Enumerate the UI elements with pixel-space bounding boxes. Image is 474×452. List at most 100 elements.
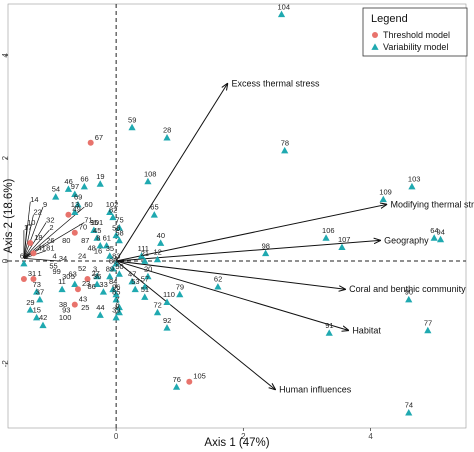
point-label: 78 — [281, 138, 289, 147]
point-label: 58 — [115, 228, 123, 237]
threshold-point — [27, 239, 34, 246]
point-label: 109 — [379, 187, 392, 196]
point-label: 66 — [80, 174, 88, 183]
point-label: 64 — [430, 226, 438, 235]
point-label: 80 — [62, 236, 70, 245]
variability-point — [144, 272, 152, 280]
point-label: 28 — [163, 126, 171, 135]
point-label: 108 — [144, 169, 157, 178]
point-label: 91 — [325, 321, 333, 330]
point-label: 27 — [92, 269, 100, 278]
variability-point — [99, 288, 108, 295]
point-label: 63 — [68, 269, 76, 278]
cluster-spoke — [23, 206, 44, 259]
variability-point — [36, 295, 44, 303]
variability-point — [71, 280, 79, 287]
variability-point — [277, 10, 286, 18]
variability-point — [281, 146, 289, 154]
variability-point — [115, 308, 123, 316]
point-label: 38 — [59, 300, 67, 309]
point-label: 4 — [53, 251, 57, 260]
point-label: 87 — [81, 236, 89, 245]
point-label: 60 — [84, 200, 92, 209]
point-label: 55 — [49, 262, 57, 271]
point-label: 96 — [112, 282, 120, 291]
variability-point — [80, 182, 88, 190]
variability-point — [115, 270, 123, 277]
point-label: 104 — [278, 2, 291, 11]
point-label: 105 — [193, 372, 206, 381]
point-label: 47 — [128, 270, 136, 279]
x-tick-label: 2 — [241, 432, 246, 441]
point-label: 15 — [33, 306, 41, 315]
point-label: 42 — [39, 313, 47, 322]
vector-label: Human influences — [279, 384, 352, 394]
point-label: 49 — [72, 205, 80, 214]
vector-label: Excess thermal stress — [231, 79, 320, 89]
point-label: 76 — [173, 375, 181, 384]
variability-point — [115, 236, 123, 244]
variability-point — [153, 255, 162, 263]
vector-arrow — [116, 260, 345, 289]
point-label: 41 — [37, 243, 45, 252]
variability-point — [436, 235, 445, 243]
point-label: 102 — [106, 200, 119, 209]
reference-lines — [8, 4, 466, 428]
point-label: 23 — [82, 279, 90, 288]
y-axis-title: Axis 2 (18.6%) — [3, 178, 15, 253]
point-label: 16 — [94, 246, 102, 255]
variability-point — [112, 231, 120, 239]
point-label: 73 — [33, 280, 41, 289]
variability-point — [96, 241, 104, 249]
point-label: 56 — [112, 223, 120, 232]
point-label: 81 — [46, 244, 54, 253]
variability-point — [325, 329, 333, 336]
variability-point — [96, 311, 104, 318]
point-label: 86 — [88, 282, 96, 291]
point-label: 36 — [93, 272, 101, 281]
variability-point — [26, 306, 34, 313]
point-label: 72 — [153, 300, 161, 309]
variability-point — [93, 272, 101, 280]
threshold-point — [186, 378, 193, 385]
site-points — [20, 10, 445, 416]
threshold-marker-icon — [372, 32, 378, 38]
point-label: 50 — [115, 262, 123, 271]
vector-label: Geography — [384, 235, 429, 245]
point-label: 84 — [109, 277, 117, 286]
variability-point — [172, 383, 181, 390]
variability-point — [64, 185, 73, 192]
point-label: 82 — [109, 205, 117, 214]
point-label: 101 — [91, 218, 104, 227]
point-label: 25 — [81, 303, 89, 312]
point-label: 57 — [141, 275, 149, 284]
point-label: 29 — [26, 298, 34, 307]
point-label: 40 — [157, 231, 165, 240]
point-label: 44 — [96, 303, 104, 312]
variability-point — [163, 324, 171, 331]
variability-point — [141, 293, 149, 300]
threshold-point — [87, 139, 94, 146]
variability-point — [33, 288, 41, 295]
plot-border — [7, 3, 467, 429]
vector-label: Habitat — [352, 325, 381, 335]
variability-point — [163, 298, 171, 305]
point-label: 30 — [62, 272, 70, 281]
point-label: 85 — [112, 288, 120, 297]
point-label: 79 — [176, 282, 184, 291]
point-label: 24 — [78, 251, 86, 260]
point-label: 43 — [79, 295, 87, 304]
cluster-spoke — [23, 258, 59, 262]
point-label: 7 — [115, 295, 119, 304]
variability-point — [112, 259, 120, 267]
legend-title: Legend — [371, 13, 408, 25]
variability-point — [102, 241, 111, 249]
point-label: 48 — [88, 244, 96, 253]
point-label: 75 — [115, 216, 123, 225]
threshold-point — [65, 211, 72, 218]
legend-label-variability: Variability model — [383, 42, 448, 52]
variability-point — [128, 123, 136, 131]
point-label: 18 — [34, 233, 42, 242]
variability-point — [157, 239, 165, 246]
threshold-point — [71, 229, 78, 236]
